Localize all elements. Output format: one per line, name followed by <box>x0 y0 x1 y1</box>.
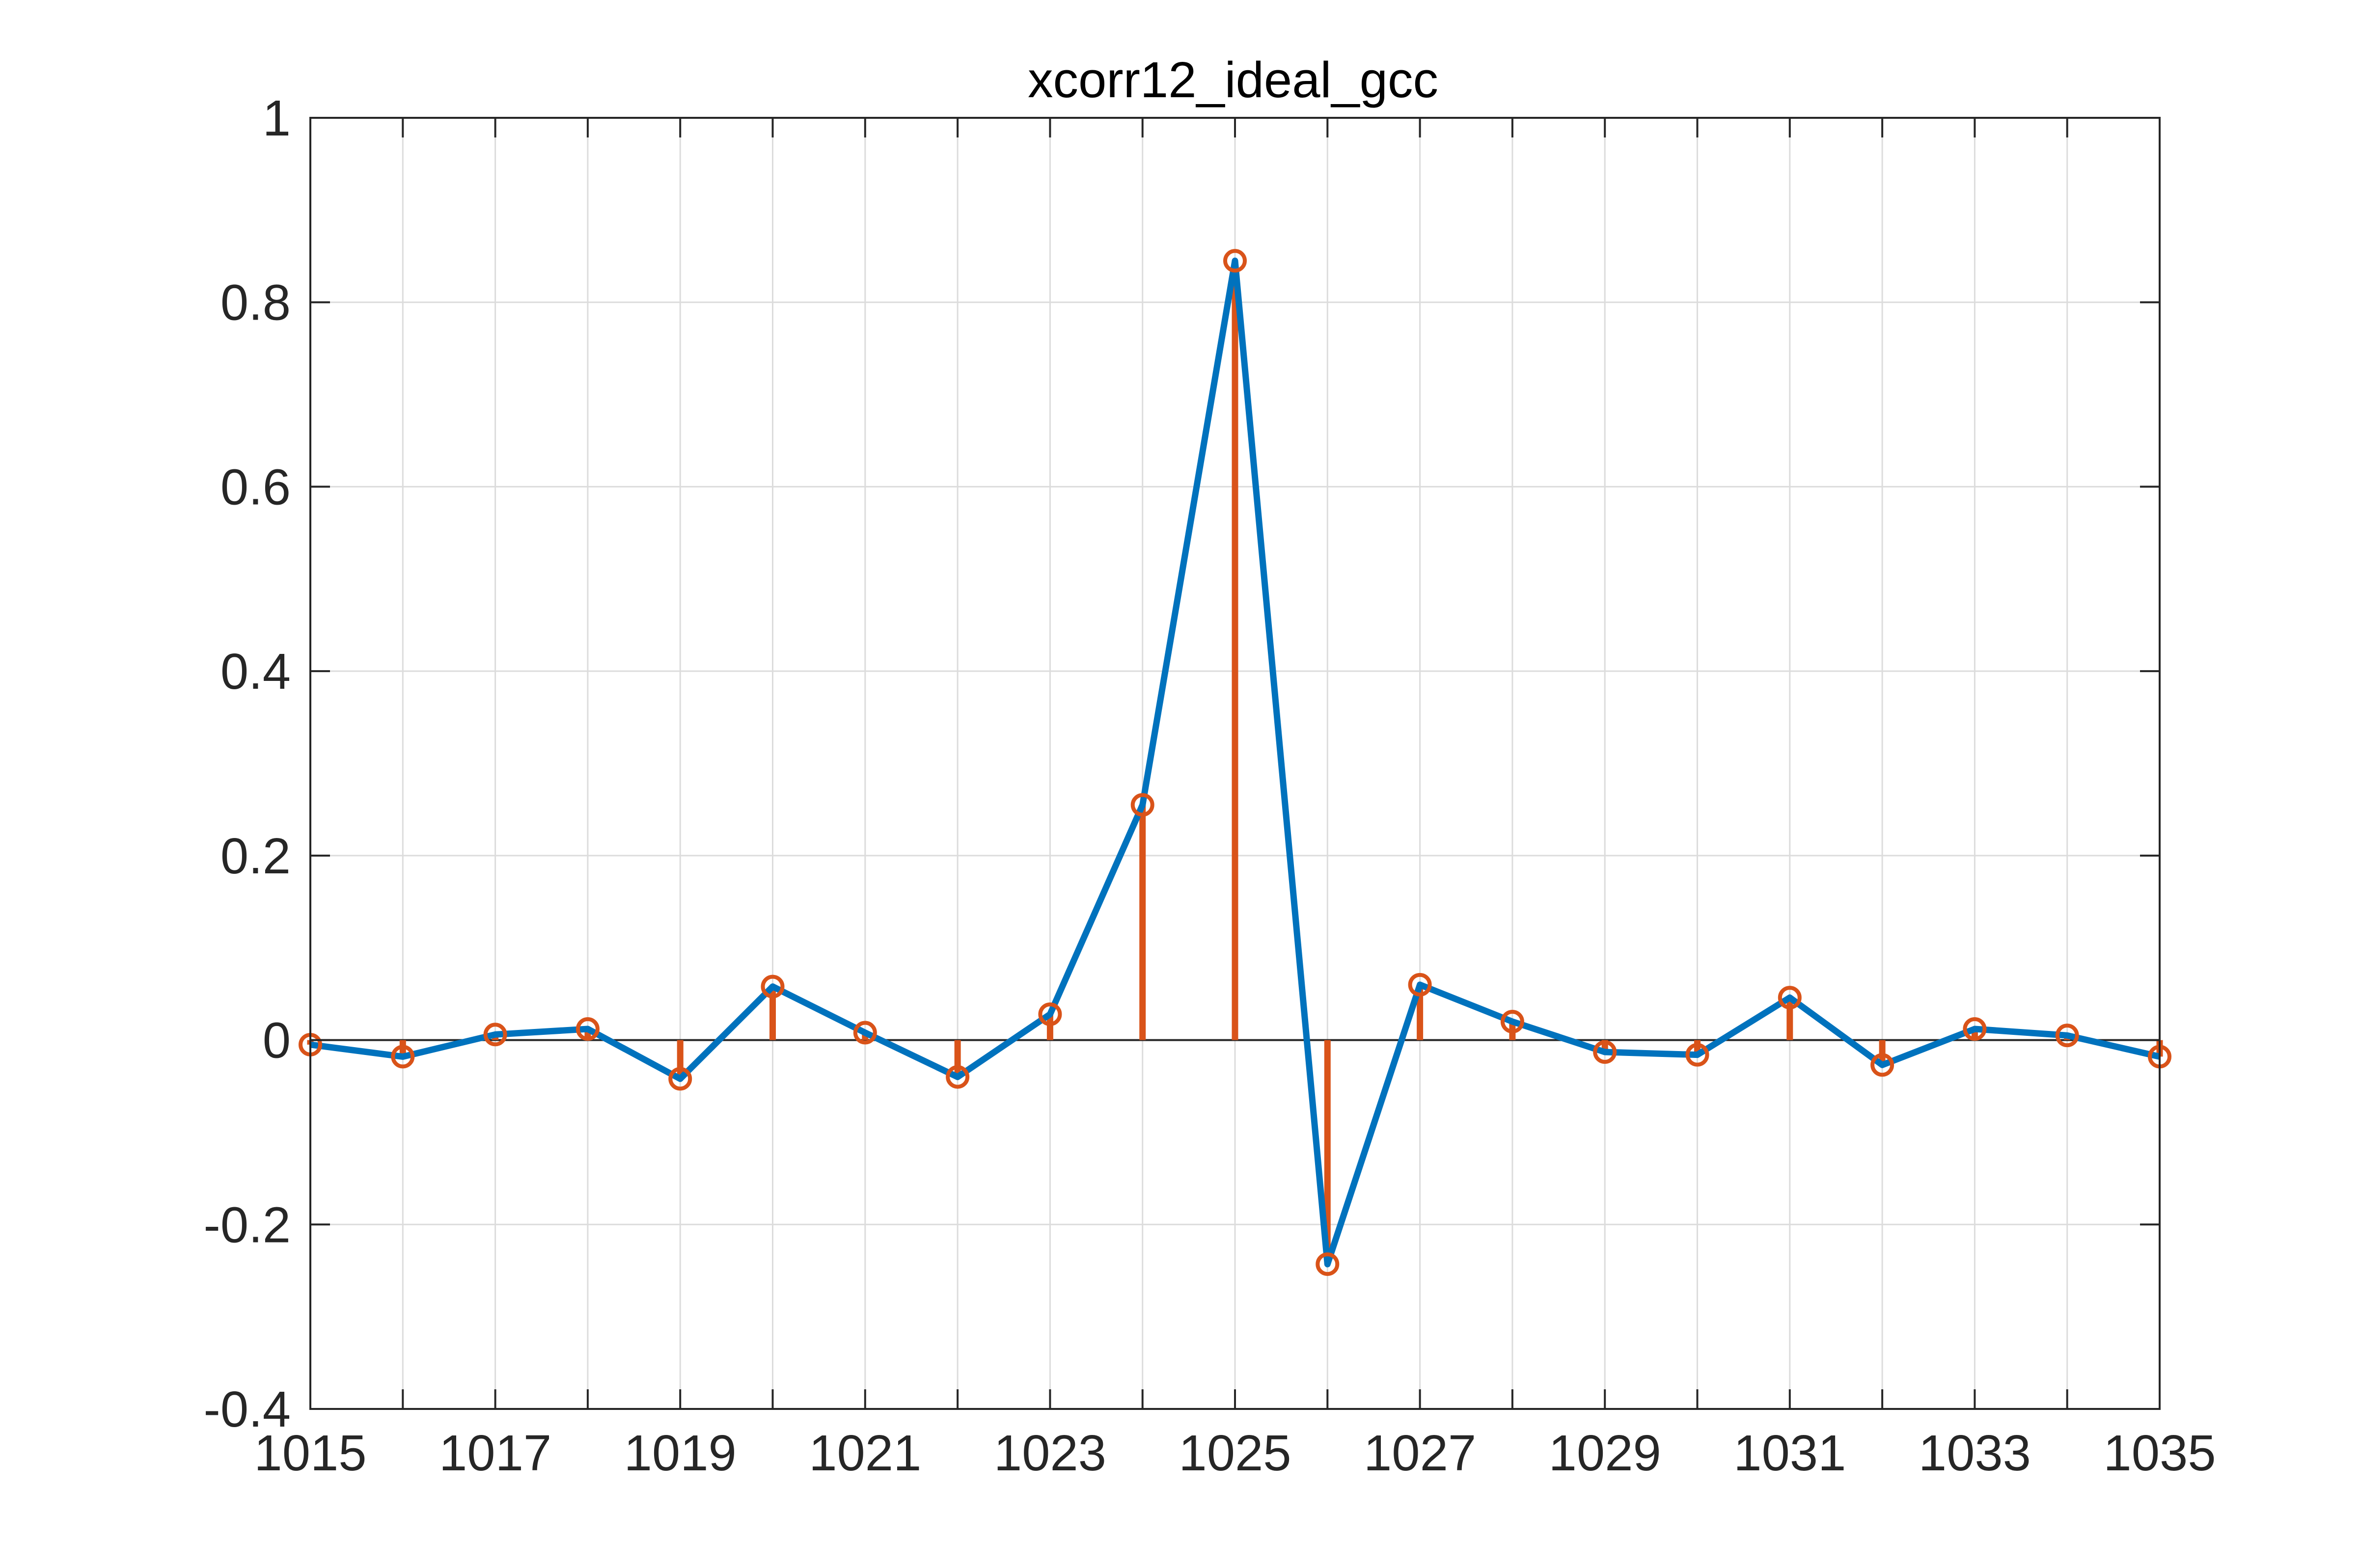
y-tick-label: 0.4 <box>220 643 291 700</box>
marker-1030 <box>1685 1043 1709 1067</box>
y-tick-label: 0.2 <box>220 828 291 884</box>
y-tick-label: -0.2 <box>204 1196 291 1253</box>
x-tick-label: 1033 <box>1919 1425 2031 1481</box>
y-tick-label: 1 <box>263 90 291 146</box>
x-tick-label: 1023 <box>994 1425 1106 1481</box>
x-tick-label: 1021 <box>809 1425 921 1481</box>
y-axis-tick-labels: -0.4 -0.2 0 0.2 0.4 0.6 0.8 1 <box>204 90 291 1437</box>
y-tick-label: 0.8 <box>220 274 291 331</box>
y-tick-label: 0 <box>263 1012 291 1069</box>
marker-1026 <box>1316 1252 1340 1276</box>
marker-1022 <box>946 1065 970 1089</box>
marker-1025 <box>1223 249 1247 273</box>
marker-1020 <box>761 974 785 999</box>
marker-1023 <box>1038 1002 1062 1026</box>
marker-1027 <box>1408 973 1432 997</box>
x-tick-label: 1019 <box>624 1425 737 1481</box>
marker-1032 <box>1870 1053 1894 1077</box>
x-tick-label: 1017 <box>439 1425 551 1481</box>
marker-1029 <box>1593 1040 1617 1064</box>
y-tick-label: 0.6 <box>220 459 291 515</box>
x-tick-label: 1015 <box>254 1425 366 1481</box>
marker-1033 <box>1963 1017 1987 1041</box>
marker-1021 <box>853 1021 877 1045</box>
marker-1028 <box>1500 1010 1524 1033</box>
x-tick-label: 1031 <box>1733 1425 1846 1481</box>
marker-1017 <box>483 1023 507 1047</box>
marker-1019 <box>668 1067 692 1091</box>
stem-markers <box>299 249 2171 1276</box>
y-tick-label: -0.4 <box>204 1381 291 1437</box>
x-tick-label: 1035 <box>2103 1425 2216 1481</box>
marker-1034 <box>2055 1024 2079 1048</box>
marker-1031 <box>1778 986 1802 1010</box>
axis-ticks <box>309 117 2161 1410</box>
chart-title: xcorr12_ideal_gcc <box>1028 52 1438 108</box>
x-tick-label: 1029 <box>1549 1425 1661 1481</box>
x-tick-label: 1025 <box>1179 1425 1291 1481</box>
x-axis-tick-labels: 1015 1017 1019 1021 1023 1025 1027 1029 1031 1033… <box>254 1425 2216 1481</box>
marker-1024 <box>1130 793 1154 817</box>
series-line <box>310 257 2161 1268</box>
marker-1016 <box>391 1045 415 1069</box>
marker-1018 <box>576 1017 600 1041</box>
x-tick-label: 1027 <box>1364 1425 1476 1481</box>
